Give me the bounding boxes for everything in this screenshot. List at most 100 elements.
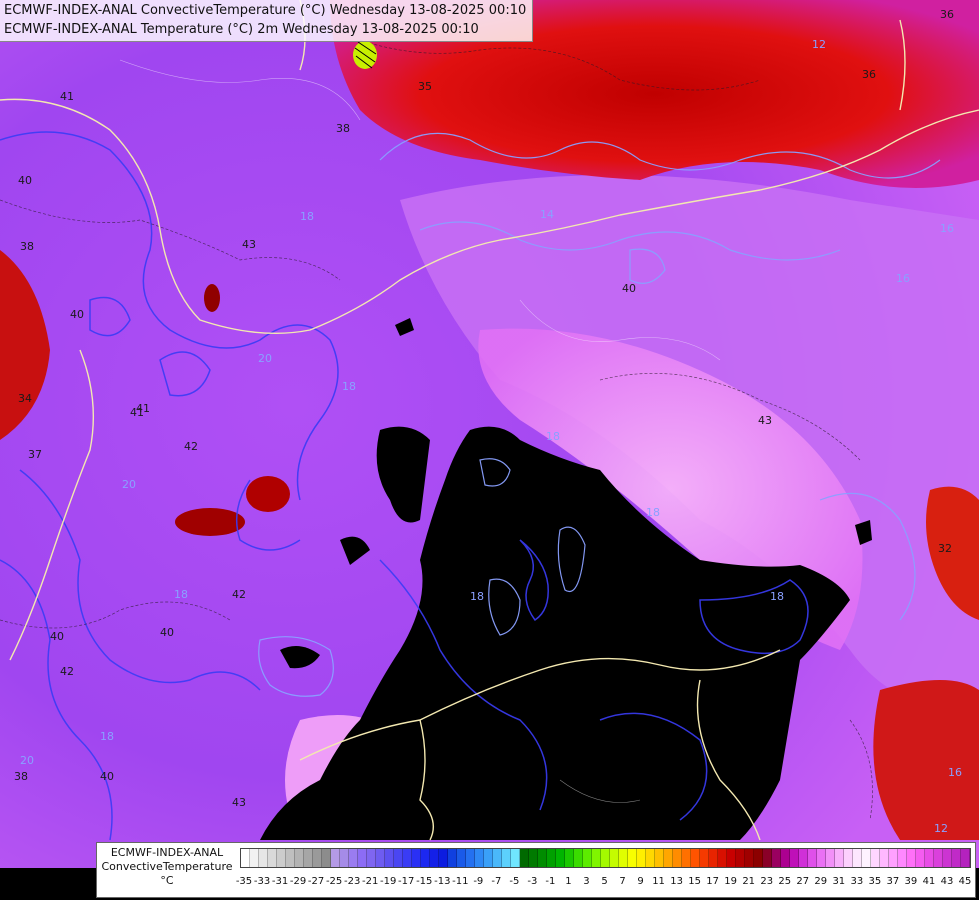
legend-swatch [691,849,700,867]
legend-tick: -7 [491,876,502,887]
legend-swatch [592,849,601,867]
legend-tick: -29 [289,876,307,887]
contour-label: 42 [232,588,246,601]
contour-label: 40 [70,308,84,321]
legend-tick: 15 [688,876,701,887]
legend-tick: 5 [601,876,608,887]
legend-swatch [934,849,943,867]
legend-tick: 31 [832,876,846,887]
legend-swatch [862,849,871,867]
legend-swatch [556,849,565,867]
legend-swatch [367,849,376,867]
title-temperature: ECMWF-INDEX-ANAL Temperature (°C) 2m Wed… [4,22,479,37]
cold-spot-3 [855,520,872,545]
legend-swatch [628,849,637,867]
contour-label: 41 [136,402,150,415]
legend-swatch [781,849,790,867]
contour-label: 18 [770,590,784,603]
legend-swatch [826,849,835,867]
legend-swatch [268,849,277,867]
legend-swatch [250,849,259,867]
contour-label: 16 [896,272,910,285]
legend-swatch [853,849,862,867]
legend-tick: 41 [922,876,936,887]
contour-label: 18 [174,588,188,601]
legend-swatch [772,849,781,867]
legend-swatch [952,849,961,867]
legend-swatch [304,849,313,867]
legend-tick: -31 [271,876,289,887]
contour-label: 38 [336,122,350,135]
legend-tick: 23 [760,876,774,887]
contour-label: 18 [300,210,314,223]
legend-swatch [259,849,268,867]
legend-swatch [961,849,970,867]
legend-tick: 29 [814,876,828,887]
hot-spot-1 [175,508,245,536]
temperature-contours [0,131,809,841]
legend-swatch [907,849,916,867]
legend-swatch [277,849,286,867]
contour-label: 43 [758,414,772,427]
legend-swatch [394,849,403,867]
legend-tick: 9 [637,876,644,887]
legend-swatch [808,849,817,867]
legend-tick: 45 [958,876,972,887]
contour-label: 20 [122,478,136,491]
legend-parameter: ConvectiveTemperature [101,860,233,873]
legend-swatch [727,849,736,867]
legend-tick: 21 [742,876,756,887]
legend-tick: 7 [619,876,626,887]
hot-region-west [0,250,50,440]
contour-label: 37 [28,448,42,461]
legend-tick: 13 [670,876,683,887]
contour-label: 36 [862,68,876,81]
legend-swatch [547,849,556,867]
contour-label: 40 [160,626,174,639]
legend-tick: -19 [380,876,397,887]
contour-label: 20 [258,352,272,365]
legend-swatch [484,849,493,867]
contour-label: 40 [100,770,114,783]
legend-swatch [817,849,826,867]
contour-label: 43 [242,238,256,251]
legend-swatch [619,849,628,867]
convective-isolines [0,39,873,821]
contour-label: 14 [540,208,554,221]
legend-swatch [835,849,844,867]
legend-swatch [520,849,529,867]
legend-tick: 19 [724,876,738,887]
hot-region-southeast [873,680,979,840]
contour-label: 40 [18,174,32,187]
hot-region-north [330,0,979,188]
legend-swatch [322,849,331,867]
hot-region-east [926,486,979,620]
contour-label: 38 [14,770,28,783]
contour-label: 18 [342,380,356,393]
legend-tick: -11 [452,876,469,887]
legend-swatch [475,849,484,867]
cold-region-inlet [376,426,430,523]
temperature-contours-light [258,132,941,697]
legend-tick: 39 [904,876,918,887]
legend-tick: -3 [527,876,538,887]
legend-swatch [736,849,745,867]
legend-swatch [241,849,250,867]
contour-label: 18 [470,590,484,603]
legend-swatch [745,849,754,867]
legend-swatch [385,849,394,867]
legend-swatch [421,849,430,867]
legend-swatch [466,849,475,867]
legend-tick: 43 [940,876,954,887]
legend-swatch [646,849,655,867]
legend-tick: 17 [706,876,720,887]
contour-label: 32 [938,542,952,555]
legend-swatch [376,849,385,867]
legend-tick: 11 [652,876,665,887]
hot-spot-3 [204,284,220,312]
legend-swatch [889,849,898,867]
contour-label: 18 [546,430,560,443]
legend-swatches [240,848,971,868]
color-legend: ECMWF-INDEX-ANAL ConvectiveTemperature °… [96,842,976,898]
